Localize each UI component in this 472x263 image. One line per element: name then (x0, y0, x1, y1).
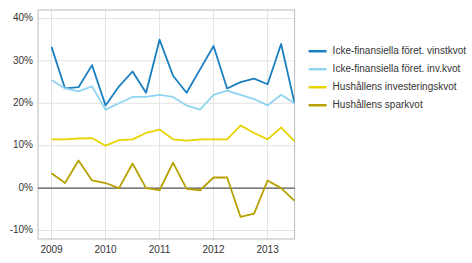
legend-label: Icke-finansiella föret. vinstkvot (333, 45, 467, 56)
grid-line (267, 10, 268, 239)
x-tick-label: 2011 (149, 244, 171, 255)
y-tick-label: -10% (10, 224, 33, 235)
series-lines (52, 40, 295, 217)
grid (38, 10, 295, 239)
legend-swatch (309, 50, 327, 53)
chart: -10% 0% 10% 20% 30% 40% 2009 2010 2011 2012 2013 Ic… (0, 0, 472, 263)
grid-line (38, 60, 295, 61)
grid-line (213, 10, 214, 239)
series-line (52, 125, 295, 145)
legend-swatch (309, 104, 327, 107)
x-tick-label: 2013 (256, 244, 279, 255)
y-tick-label: 30% (13, 55, 33, 66)
series-line (52, 161, 295, 217)
y-tick-label: 0% (19, 182, 34, 193)
grid-line (38, 103, 295, 104)
y-tick-label: 10% (13, 139, 33, 150)
series-line (52, 80, 295, 110)
grid-line (38, 230, 295, 231)
grid-line (38, 188, 295, 189)
legend-swatch (309, 68, 327, 71)
legend-label: Icke-finansiella föret. inv.kvot (333, 63, 461, 74)
y-tick-label: 20% (13, 97, 33, 108)
x-tick-label: 2012 (202, 244, 225, 255)
series-line (52, 40, 295, 106)
x-tick-label: 2009 (40, 244, 63, 255)
grid-line (38, 145, 295, 146)
axes: -10% 0% 10% 20% 30% 40% 2009 2010 2011 2012 2013 (10, 10, 295, 255)
grid-line (105, 10, 106, 239)
plot-frame (38, 10, 295, 239)
grid-line (38, 18, 295, 19)
legend-swatch (309, 86, 327, 89)
legend-label: Hushållens sparkvot (333, 99, 423, 110)
y-tick-label: 40% (13, 12, 33, 23)
legend-label: Hushållens investeringskvot (333, 81, 457, 92)
zero-line (38, 188, 295, 189)
x-tick-label: 2010 (94, 244, 117, 255)
grid-line (51, 10, 52, 239)
legend: Icke-finansiella föret. vinstkvot Icke-fi… (309, 45, 467, 110)
